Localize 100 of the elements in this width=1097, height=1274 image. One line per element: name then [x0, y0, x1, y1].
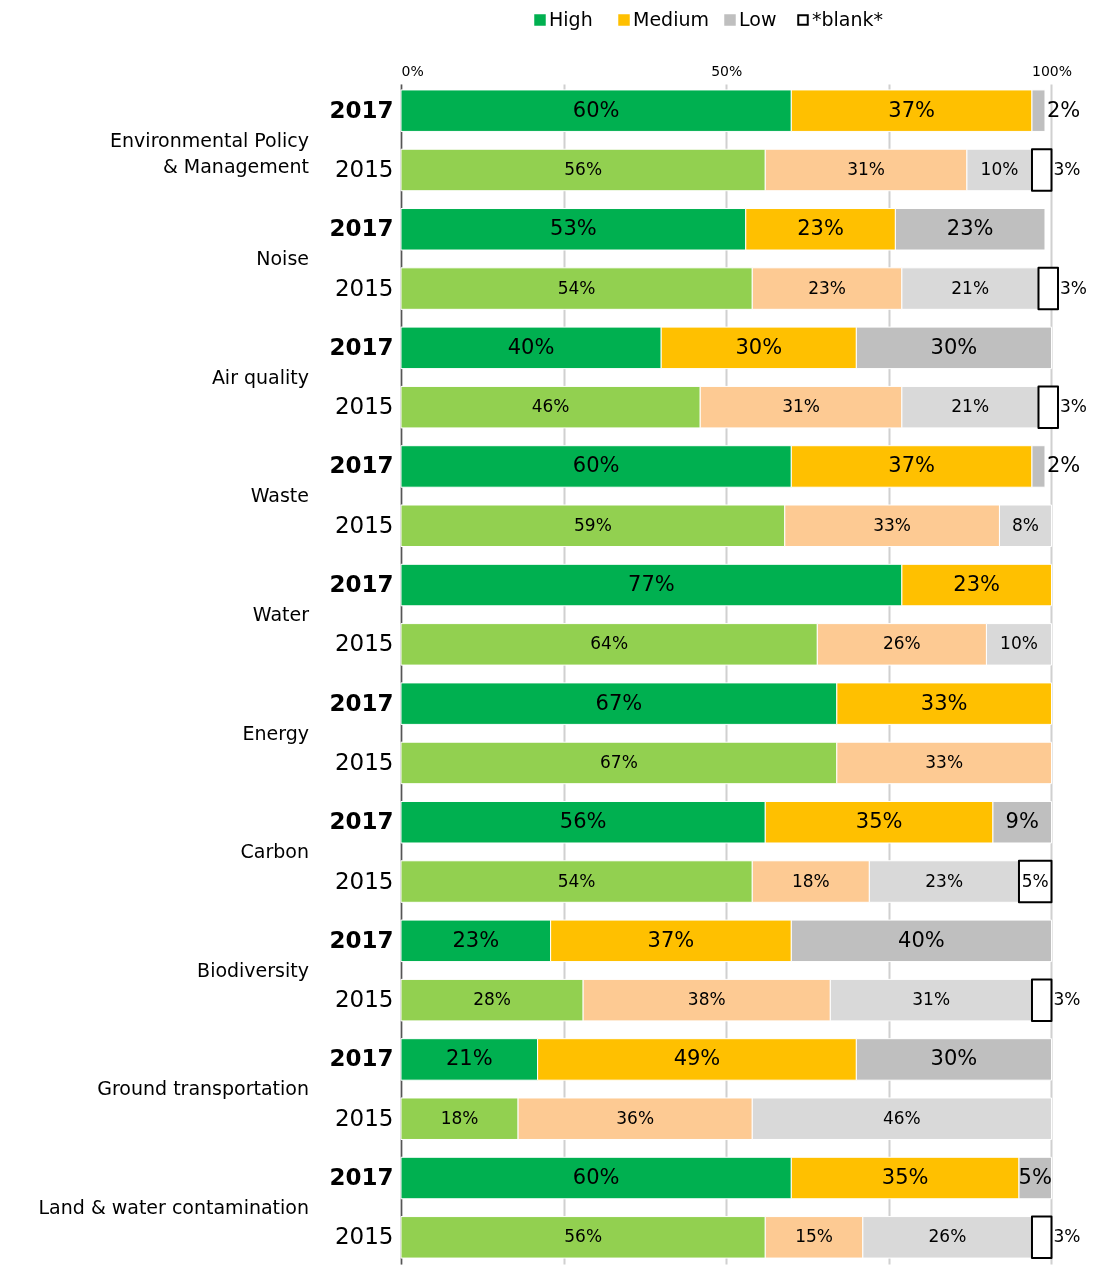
- data-label: 31%: [847, 158, 885, 179]
- y-tick-label: 2015: [334, 867, 394, 894]
- text: Land & water contamination: [38, 1196, 309, 1219]
- y-tick-label: 2015: [334, 511, 394, 538]
- data-label: 35%: [881, 1165, 929, 1190]
- data-label: 8%: [1011, 514, 1039, 535]
- y-tick-label: 2015: [334, 630, 394, 657]
- y-tick-label: 2015: [334, 393, 394, 420]
- text: Air quality: [211, 365, 309, 388]
- data-label: 40%: [898, 927, 945, 952]
- data-label: 2%: [1046, 453, 1081, 478]
- data-label: 21%: [951, 277, 990, 298]
- data-label: 3%: [1053, 989, 1081, 1010]
- data-label: 15%: [795, 1226, 833, 1247]
- data-label: 60%: [572, 1165, 620, 1190]
- data-label: 40%: [507, 334, 555, 359]
- y-tick-label: 2017: [329, 1164, 394, 1191]
- data-label: 31%: [912, 989, 951, 1010]
- x-tick-label: 100%: [1031, 62, 1073, 79]
- data-label: 53%: [550, 216, 597, 241]
- data-label: 23%: [925, 870, 964, 891]
- data-label: 23%: [797, 216, 844, 241]
- data-label: 26%: [928, 1226, 967, 1247]
- data-label: 5%: [1021, 870, 1049, 891]
- data-label: 30%: [735, 334, 783, 359]
- data-label: 21%: [951, 396, 990, 417]
- data-label: 23%: [953, 572, 1001, 597]
- y-tick-label: 2015: [334, 748, 394, 775]
- y-tick-label: 2017: [329, 215, 394, 242]
- data-label: 26%: [882, 633, 921, 654]
- data-label: 30%: [930, 334, 978, 359]
- data-label: 21%: [445, 1046, 493, 1071]
- data-label: 54%: [557, 870, 596, 891]
- data-label: 67%: [600, 751, 638, 772]
- data-label: 54%: [557, 277, 596, 298]
- data-label: 10%: [1000, 633, 1038, 654]
- y-tick-label: 2015: [334, 986, 394, 1013]
- data-label: 37%: [647, 927, 695, 952]
- data-label: 18%: [791, 870, 830, 891]
- y-tick-label: 2015: [334, 274, 394, 301]
- data-label: 23%: [452, 927, 500, 952]
- y-tick-label: 2015: [334, 155, 394, 182]
- y-tick-label: 2017: [329, 808, 394, 835]
- x-tick-label: 50%: [711, 62, 743, 79]
- data-label: 37%: [888, 97, 935, 122]
- data-label: 3%: [1053, 1226, 1081, 1247]
- data-label: 56%: [559, 809, 607, 834]
- data-label: 33%: [920, 690, 968, 715]
- data-label: 23%: [946, 216, 994, 241]
- data-label: 56%: [564, 1226, 603, 1247]
- data-label: 33%: [873, 514, 912, 535]
- y-tick-label: 2015: [334, 1223, 394, 1250]
- legend-label: Low: [739, 8, 777, 30]
- text: Ground transportation: [97, 1077, 309, 1100]
- y-tick-label: 2017: [329, 571, 394, 598]
- data-label: 10%: [980, 158, 1019, 179]
- legend-label: *blank*: [812, 8, 884, 30]
- data-label: 30%: [930, 1046, 978, 1071]
- data-label: 3%: [1053, 158, 1081, 179]
- data-label: 46%: [531, 396, 570, 417]
- data-label: 23%: [808, 277, 846, 298]
- text: Water: [252, 603, 310, 626]
- y-tick-label: 2017: [329, 1045, 394, 1072]
- data-label: 33%: [925, 751, 964, 772]
- text: Carbon: [240, 840, 309, 863]
- y-tick-label: 2017: [329, 96, 394, 123]
- text: Energy: [242, 721, 309, 744]
- data-label: 46%: [882, 1107, 921, 1128]
- data-label: 35%: [855, 809, 903, 834]
- data-label: 60%: [572, 453, 620, 478]
- text: Biodiversity: [197, 958, 309, 981]
- data-label: 56%: [564, 158, 603, 179]
- y-tick-label: 2017: [329, 926, 394, 953]
- text: Waste: [250, 484, 309, 507]
- legend-label: Medium: [633, 8, 709, 30]
- data-label: 36%: [616, 1107, 655, 1128]
- data-label: 60%: [572, 97, 620, 122]
- data-label: 31%: [782, 396, 820, 417]
- x-tick-label: 0%: [401, 62, 424, 79]
- data-label: 77%: [628, 572, 675, 597]
- data-label: 18%: [440, 1107, 479, 1128]
- y-tick-label: 2017: [329, 689, 394, 716]
- data-label: 64%: [590, 633, 629, 654]
- text: Noise: [256, 247, 309, 270]
- data-label: 2%: [1046, 97, 1081, 122]
- data-label: 5%: [1018, 1165, 1052, 1190]
- y-tick-label: 2015: [334, 1104, 394, 1131]
- legend-label: High: [549, 8, 593, 30]
- data-label: 59%: [574, 514, 612, 535]
- text: Environmental Policy & Management: [110, 128, 309, 177]
- data-label: 49%: [673, 1046, 721, 1071]
- data-label: 38%: [687, 989, 726, 1010]
- data-label: 3%: [1060, 277, 1087, 298]
- data-label: 28%: [473, 989, 511, 1010]
- data-label: 67%: [595, 690, 643, 715]
- data-label: 9%: [1005, 809, 1039, 834]
- y-tick-label: 2017: [329, 452, 394, 479]
- data-label: 37%: [888, 453, 935, 478]
- data-label: 3%: [1060, 396, 1087, 417]
- y-tick-label: 2017: [329, 333, 394, 360]
